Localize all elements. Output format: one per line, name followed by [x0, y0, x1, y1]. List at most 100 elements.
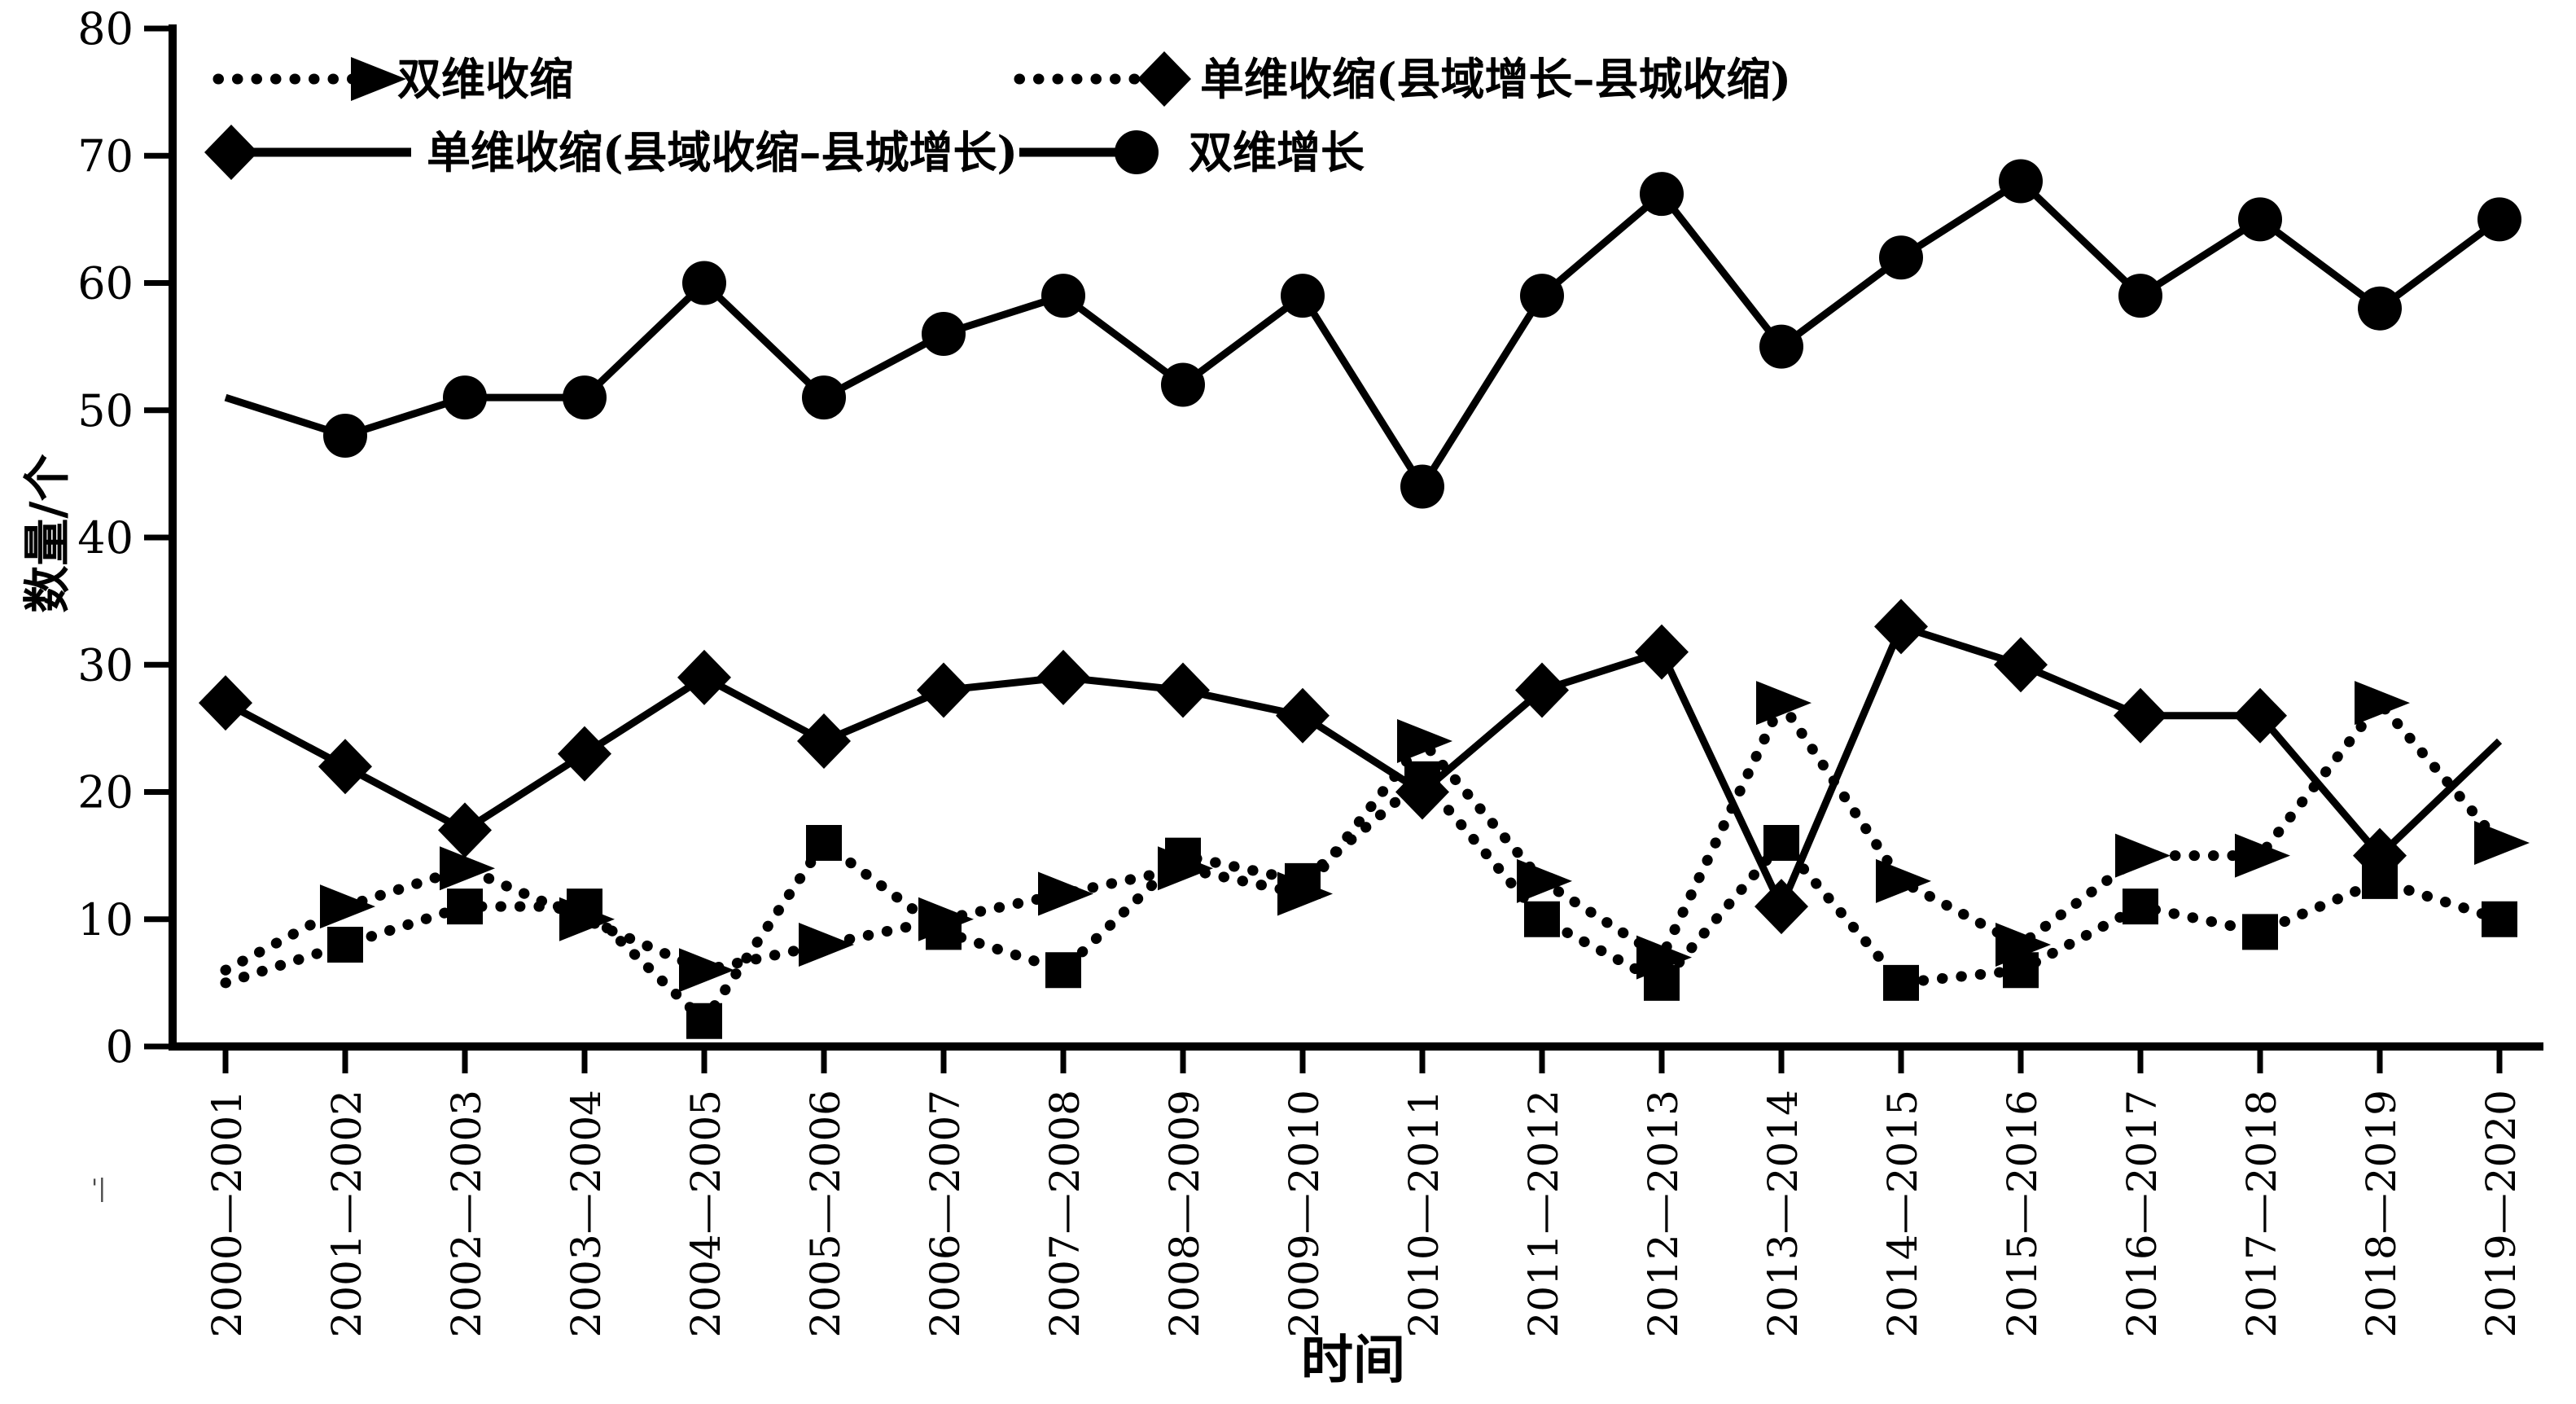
square-marker [1524, 901, 1560, 937]
triangle-right-marker [1038, 871, 1093, 916]
circle-marker [1400, 464, 1444, 509]
legend-label: 双维增长 [1189, 126, 1365, 178]
x-tick-label: 2009—2010 [1281, 1090, 1328, 1338]
x-tick-label: 2018—2019 [2358, 1090, 2405, 1338]
y-tick-label: 40 [77, 512, 134, 564]
circle-marker [1879, 235, 1923, 280]
circle-marker [2118, 274, 2162, 318]
triangle-right-marker [1756, 681, 1812, 726]
diamond-marker [558, 726, 611, 782]
x-tick-label: 2003—2004 [563, 1090, 610, 1338]
legend-item-2: 单维收缩(县域收缩–县城增长) [204, 125, 1018, 180]
diamond-marker [677, 649, 731, 705]
y-tick-label: 0 [106, 1021, 134, 1073]
diamond-marker [199, 675, 252, 731]
triangle-right-marker [1876, 858, 1931, 903]
square-marker [327, 927, 363, 963]
square-marker [1045, 952, 1081, 989]
circle-marker [682, 261, 726, 305]
x-tick-label: 2017—2018 [2238, 1090, 2285, 1338]
x-tick-label: 2005—2006 [802, 1090, 849, 1338]
x-tick-label: 2015—2016 [1999, 1090, 2046, 1338]
diamond-marker [204, 125, 258, 180]
circle-marker [2477, 197, 2521, 242]
diamond-marker [318, 739, 372, 795]
series-3 [224, 159, 2521, 509]
y-tick-label: 30 [77, 639, 134, 691]
diamond-marker [1137, 51, 1191, 107]
x-tick-label: 2010—2011 [1400, 1090, 1448, 1338]
series-2-line [223, 621, 2503, 916]
triangle-right-marker [2355, 681, 2410, 726]
x-tick-label: 2006—2007 [922, 1090, 969, 1338]
y-tick-label: 80 [77, 3, 134, 55]
axes: 0 10 20 30 40 50 60 70 80 2000—2001 2001—2002 2002—… [77, 3, 2543, 1338]
x-tick-label: 2016—2017 [2118, 1090, 2166, 1338]
x-tick-label: 2007—2008 [1041, 1090, 1089, 1338]
x-tick-label: 2004—2005 [682, 1090, 729, 1338]
square-marker [2482, 901, 2517, 937]
square-marker [2123, 888, 2158, 925]
square-marker [2003, 952, 2039, 989]
circle-marker [443, 375, 487, 420]
diamond-marker [1276, 687, 1330, 744]
circle-marker [1520, 274, 1564, 318]
chart-generated-content: 0 10 20 30 40 50 60 70 80 2000—2001 2001—2002 2002—… [77, 3, 2543, 1338]
triangle-right-marker [799, 923, 854, 967]
circle-marker [1041, 274, 1085, 318]
series-2 [199, 599, 2503, 935]
triangle-right-marker [320, 884, 375, 929]
legend-item-0: 双维收缩 [212, 53, 573, 105]
x-tick-label: 2000—2001 [204, 1090, 251, 1338]
diamond-marker [917, 662, 970, 718]
square-marker [1763, 825, 1799, 861]
x-tick-label: 2002—2003 [443, 1090, 490, 1338]
series-1-line [220, 771, 2505, 1029]
square-marker [686, 1003, 722, 1039]
circle-marker [2358, 286, 2402, 331]
legend-label: 单维收缩(县域增长–县城收缩) [1200, 53, 1791, 105]
y-tick-label: 60 [77, 258, 134, 309]
diamond-marker [2233, 687, 2287, 744]
y-tick-label: 70 [77, 130, 134, 182]
circle-marker [2238, 197, 2282, 242]
triangle-right-marker [1397, 719, 1452, 763]
x-tick-label: 2012—2013 [1640, 1090, 1687, 1338]
y-tick-label: 10 [77, 894, 134, 946]
diamond-marker [1156, 662, 1210, 718]
triangle-right-marker [351, 57, 406, 101]
x-tick-label: 2014—2015 [1879, 1090, 1926, 1338]
legend-item-1: 单维收缩(县域增长–县城收缩) [1014, 51, 1791, 107]
diamond-marker [2353, 827, 2407, 884]
series-0 [220, 681, 2530, 993]
y-tick-label: 20 [77, 767, 134, 818]
circle-marker [1161, 362, 1205, 407]
square-marker [447, 888, 483, 925]
x-tick-label: 2019—2020 [2477, 1090, 2525, 1338]
x-tick-label: 2008—2009 [1161, 1090, 1208, 1338]
circle-marker [802, 375, 846, 420]
x-tick-label: 2001—2002 [323, 1090, 370, 1338]
y-tick-label: 50 [77, 385, 134, 437]
square-marker [1165, 837, 1201, 874]
diamond-marker [797, 713, 851, 769]
diamond-marker [1874, 599, 1928, 655]
triangle-right-marker [2235, 833, 2290, 878]
diamond-marker [1395, 764, 1449, 820]
x-tick-label: 2011—2012 [1520, 1090, 1567, 1338]
legend: 双维收缩 单维收缩(县域增长–县城收缩) 单维收缩(县域收缩–县城增长) 双维增长 [204, 51, 1791, 180]
legend-item-3: 双维增长 [1019, 126, 1365, 178]
diamond-marker [1755, 879, 1808, 935]
square-marker [806, 825, 842, 861]
square-marker [2242, 914, 2278, 950]
circle-marker [922, 312, 966, 356]
diamond-marker [2114, 687, 2167, 744]
x-axis-title: 时间 [1301, 1330, 1405, 1391]
diamond-marker [1635, 624, 1689, 680]
square-marker [926, 914, 962, 950]
circle-marker [323, 414, 367, 458]
square-marker [567, 888, 602, 925]
diamond-marker [1515, 662, 1569, 718]
